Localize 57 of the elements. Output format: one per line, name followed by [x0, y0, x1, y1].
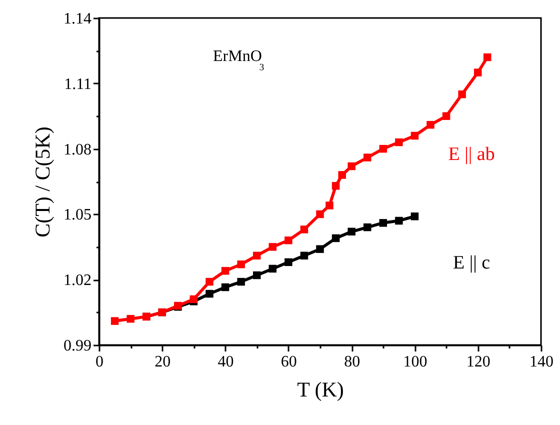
point — [348, 228, 356, 236]
point — [221, 267, 230, 275]
point — [442, 112, 450, 120]
x-tick-label: 40 — [218, 354, 234, 370]
x-tick-label: 80 — [344, 354, 360, 370]
point — [338, 171, 346, 179]
point — [252, 252, 261, 260]
point — [332, 182, 340, 190]
x-tick-label: 100 — [403, 354, 428, 370]
y-tick-label: 1.11 — [64, 76, 92, 93]
point — [326, 202, 334, 210]
series-label: E || ab — [448, 144, 495, 166]
point — [300, 252, 308, 260]
point — [206, 290, 214, 298]
point — [316, 210, 324, 218]
point — [190, 295, 198, 304]
point — [363, 154, 372, 162]
point — [395, 216, 403, 225]
point — [237, 278, 245, 286]
point — [284, 258, 292, 266]
y-axis-title: C(T) / C(5K) — [30, 126, 54, 238]
point — [379, 219, 388, 227]
point — [252, 271, 261, 280]
y-tick-label: 0.99 — [64, 338, 92, 354]
point — [483, 53, 492, 62]
point — [474, 68, 482, 76]
point — [363, 223, 372, 232]
x-tick-label: 60 — [280, 354, 297, 370]
y-tick-label: 1.14 — [64, 10, 92, 28]
y-tick-label: 1.02 — [64, 272, 92, 290]
y-tick-label: 1.05 — [64, 206, 92, 224]
point — [268, 243, 277, 251]
point — [379, 144, 388, 153]
x-tick-label: 20 — [154, 354, 171, 370]
x-tick-label: 0 — [96, 354, 104, 370]
annotation: ErMnO₃ — [213, 48, 265, 71]
point — [410, 212, 419, 220]
point — [395, 138, 403, 146]
y-tick-label: 1.08 — [64, 141, 92, 158]
point — [426, 120, 434, 129]
point — [410, 132, 419, 140]
text: E || c — [452, 252, 490, 274]
point — [237, 260, 245, 268]
point — [221, 283, 230, 292]
point — [284, 236, 292, 244]
point — [206, 278, 214, 286]
point — [126, 314, 134, 323]
point — [300, 226, 308, 234]
point — [316, 245, 324, 253]
point — [458, 90, 466, 98]
point — [332, 234, 340, 242]
x-tick-label: 120 — [466, 354, 490, 370]
point — [110, 317, 119, 325]
point — [348, 162, 356, 170]
x-axis-title: T (K) — [297, 378, 344, 402]
x-tick-label: 140 — [530, 354, 554, 370]
point — [268, 264, 277, 273]
